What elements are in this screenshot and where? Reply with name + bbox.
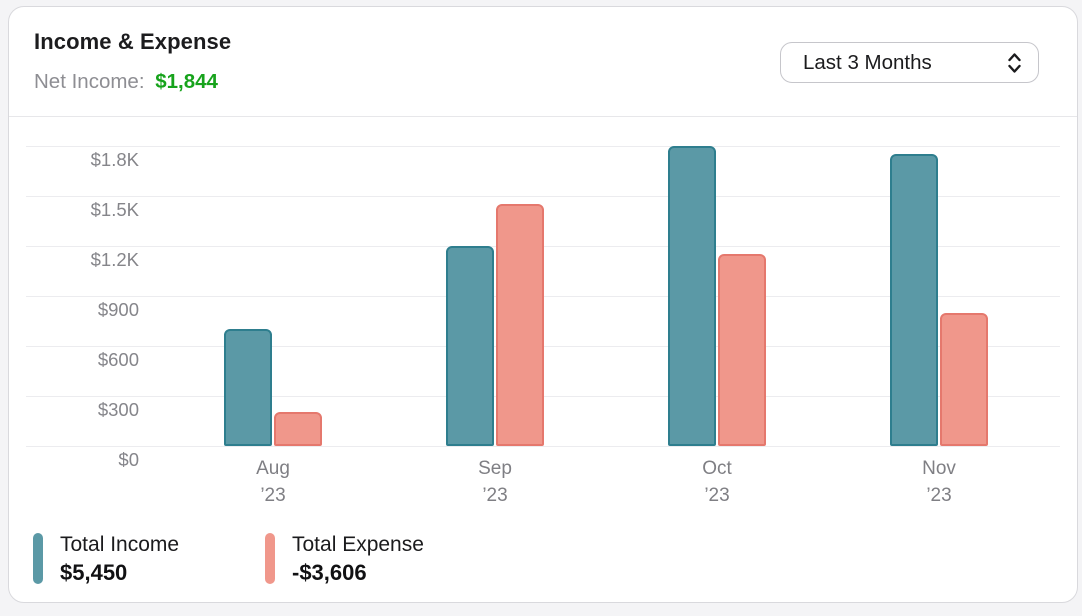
y-axis-tick-label: $1.5K xyxy=(90,199,139,220)
gridline-0 xyxy=(26,446,1060,447)
y-axis-tick-label: $900 xyxy=(97,299,139,320)
legend-item-expense: Total Expense -$3,606 xyxy=(265,531,424,587)
bar-income-nov xyxy=(890,154,938,446)
y-axis-tick-label: $1.8K xyxy=(90,149,139,170)
y-axis-tick-label: $1.2K xyxy=(90,249,139,270)
income-legend-label: Total Income xyxy=(60,533,180,556)
expense-legend-swatch xyxy=(265,533,275,584)
income-legend-swatch xyxy=(33,533,43,584)
bar-expense-nov xyxy=(940,313,988,446)
expense-legend-value: -$3,606 xyxy=(292,560,367,585)
net-income: Net Income: $1,844 xyxy=(34,70,218,94)
income-legend-value: $5,450 xyxy=(60,560,128,585)
x-axis-label-aug: Aug ’23 xyxy=(256,458,290,506)
y-axis-tick-label: $300 xyxy=(97,399,139,420)
x-axis-label-nov: Nov ’23 xyxy=(922,458,956,506)
y-axis-tick-label: $600 xyxy=(97,349,139,370)
bar-income-sep xyxy=(446,246,494,446)
chevron-up-down-icon xyxy=(1008,52,1021,73)
y-axis-tick-label: $0 xyxy=(118,449,139,470)
x-axis-label-oct: Oct ’23 xyxy=(702,458,732,506)
gridline-1500 xyxy=(26,196,1060,197)
gridline-1800 xyxy=(26,146,1060,147)
header-divider xyxy=(9,116,1077,117)
legend-item-income: Total Income $5,450 xyxy=(33,531,179,587)
x-axis-label-sep: Sep ’23 xyxy=(478,458,512,506)
bar-income-oct xyxy=(668,146,716,446)
net-income-label: Net Income: xyxy=(34,70,145,93)
expense-legend-label: Total Expense xyxy=(292,533,424,556)
bar-expense-oct xyxy=(718,254,766,446)
bar-expense-aug xyxy=(274,412,322,446)
bar-chart: $0 $300 $600 $900 $1.2K $1.5K $1.8K Aug ’23 Sep ’2… xyxy=(9,7,1077,602)
period-select-value: Last 3 Months xyxy=(803,50,932,74)
income-expense-card: Income & Expense Net Income: $1,844 Last… xyxy=(8,6,1078,603)
period-select[interactable]: Last 3 Months xyxy=(780,42,1039,83)
bar-expense-sep xyxy=(496,204,544,446)
bar-income-aug xyxy=(224,329,272,446)
card-title: Income & Expense xyxy=(34,29,232,54)
net-income-value: $1,844 xyxy=(155,70,218,93)
